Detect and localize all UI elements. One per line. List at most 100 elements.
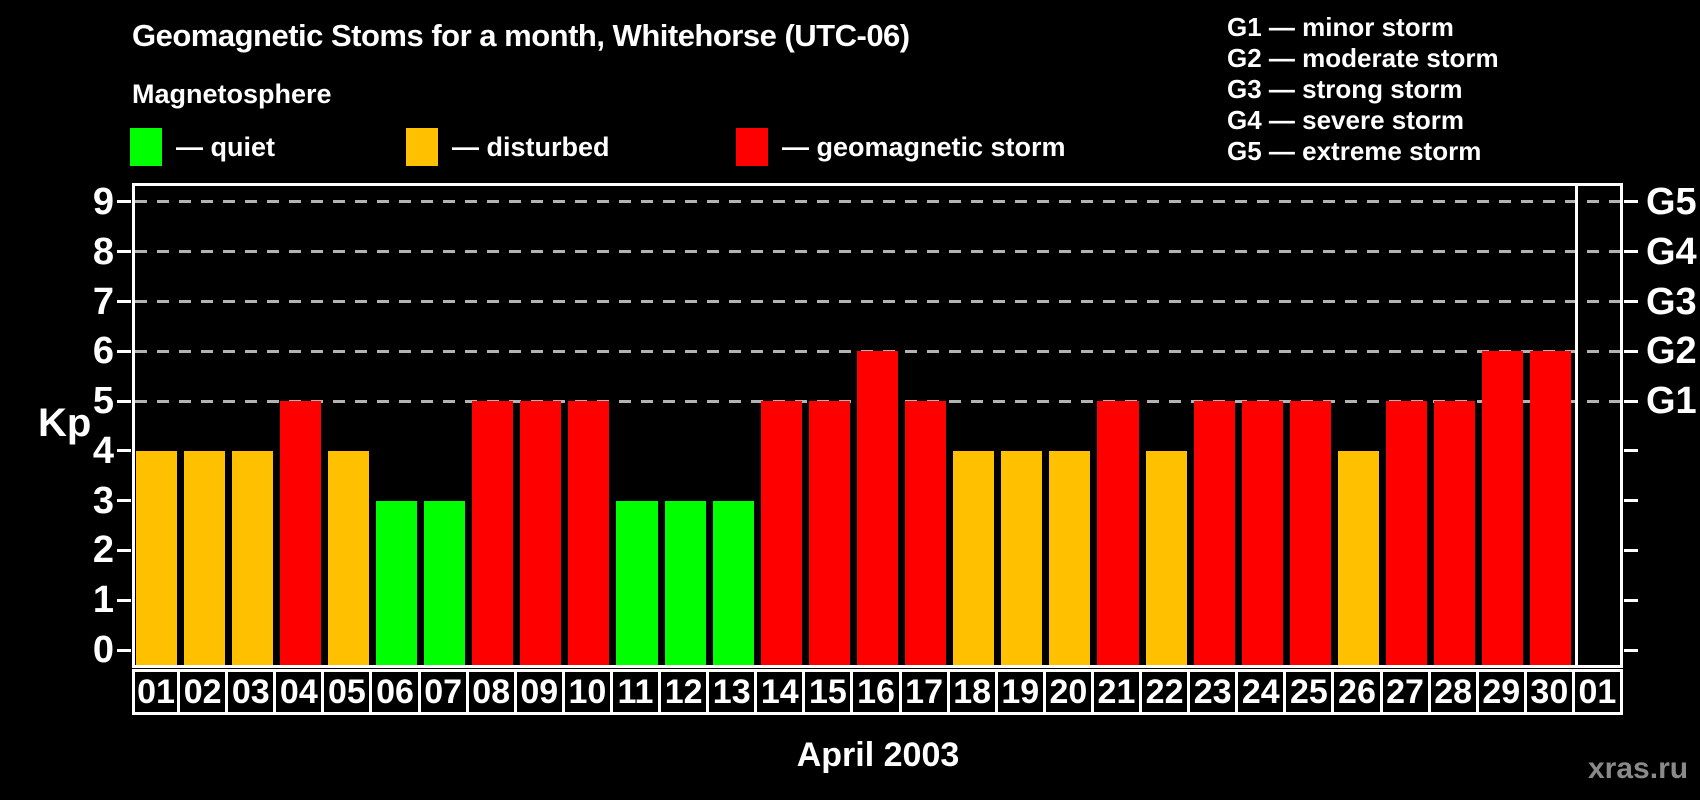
bar-day-24 xyxy=(1241,401,1283,665)
bar-day-07 xyxy=(424,500,466,665)
day-box-08: 08 xyxy=(465,669,517,715)
y-tick-label-0: 0 xyxy=(92,629,114,671)
y-tick-label-7: 7 xyxy=(92,280,114,323)
day-box-28: 28 xyxy=(1427,669,1479,715)
storm-swatch xyxy=(736,128,768,166)
day-box-30: 30 xyxy=(1523,669,1575,715)
quiet-swatch xyxy=(130,128,162,166)
y-tick-5 xyxy=(117,399,131,403)
disturbed-swatch xyxy=(406,128,438,166)
bar-day-17 xyxy=(905,401,947,665)
g-label-G5: G5 xyxy=(1646,180,1697,223)
y-tick-7 xyxy=(117,300,131,304)
day-box-09: 09 xyxy=(513,669,565,715)
bar-day-30 xyxy=(1530,351,1572,665)
day-box-02: 02 xyxy=(177,669,229,715)
day-box-07: 07 xyxy=(417,669,469,715)
y-tick-label-5: 5 xyxy=(92,380,114,423)
g-label-G3: G3 xyxy=(1646,280,1697,323)
bar-day-27 xyxy=(1386,401,1428,665)
g-tick-3 xyxy=(1624,499,1638,503)
g-tick-7 xyxy=(1624,300,1638,304)
y-tick-0 xyxy=(117,648,131,652)
day-box-04: 04 xyxy=(273,669,325,715)
bar-day-20 xyxy=(1049,450,1091,665)
day-box-17: 17 xyxy=(898,669,950,715)
bar-day-18 xyxy=(953,450,995,665)
bar-day-03 xyxy=(231,450,273,665)
day-box-21: 21 xyxy=(1090,669,1143,715)
legend-label-storm: — geomagnetic storm xyxy=(782,131,1066,162)
bar-day-25 xyxy=(1289,401,1331,665)
day-box-15: 15 xyxy=(802,669,854,715)
day-box-01: 01 xyxy=(132,669,181,715)
bar-day-16 xyxy=(856,351,899,665)
day-box-16: 16 xyxy=(850,669,902,715)
chart-title: Geomagnetic Stoms for a month, Whitehors… xyxy=(132,18,910,53)
bar-day-22 xyxy=(1145,450,1187,665)
day-box-03: 03 xyxy=(225,669,277,715)
gscale-legend: G1 — minor storm G2 — moderate storm G3 — … xyxy=(1227,12,1499,167)
bar-day-15 xyxy=(808,401,850,665)
gridline-kp8 xyxy=(135,250,1620,254)
magnetosphere-legend: — quiet — disturbed — geomagnetic storm xyxy=(130,126,1124,168)
day-box-19: 19 xyxy=(994,669,1046,715)
y-tick-4 xyxy=(117,449,131,453)
g-tick-6 xyxy=(1624,349,1638,353)
bar-day-09 xyxy=(520,401,562,665)
bar-day-12 xyxy=(664,500,706,665)
gridline-kp9 xyxy=(135,200,1620,204)
gscale-legend-line-5: G5 — extreme storm xyxy=(1227,136,1482,166)
y-tick-label-3: 3 xyxy=(92,479,114,522)
bar-day-29 xyxy=(1482,351,1524,665)
bar-day-05 xyxy=(327,450,369,665)
day-box-06: 06 xyxy=(369,669,421,715)
x-axis-title: April 2003 xyxy=(796,736,960,774)
bar-day-02 xyxy=(183,450,225,665)
day-box-05: 05 xyxy=(321,669,373,715)
g-label-G2: G2 xyxy=(1646,330,1697,373)
bar-day-28 xyxy=(1434,401,1476,665)
day-box-18: 18 xyxy=(946,669,998,715)
y-tick-3 xyxy=(117,499,131,503)
y-tick-8 xyxy=(117,250,131,254)
y-tick-label-4: 4 xyxy=(92,429,114,472)
bar-day-08 xyxy=(472,401,514,665)
day-box-13: 13 xyxy=(706,669,758,715)
day-box-12: 12 xyxy=(658,669,710,715)
bar-day-19 xyxy=(1001,450,1043,665)
bar-day-14 xyxy=(760,401,802,665)
plot-area xyxy=(132,183,1623,668)
month-separator xyxy=(1574,186,1578,665)
g-tick-5 xyxy=(1624,399,1638,403)
y-tick-label-2: 2 xyxy=(92,529,114,572)
day-box-14: 14 xyxy=(754,669,806,715)
gscale-legend-line-3: G3 — strong storm xyxy=(1227,74,1463,104)
gridline-kp7 xyxy=(135,300,1620,304)
legend-heading: Magnetosphere xyxy=(132,79,332,109)
watermark: xras.ru xyxy=(1588,752,1689,785)
day-box-25: 25 xyxy=(1283,669,1335,715)
g-label-G4: G4 xyxy=(1646,230,1697,273)
y-tick-label-1: 1 xyxy=(92,579,114,622)
day-box-22: 22 xyxy=(1139,669,1191,715)
legend-item-disturbed: — disturbed xyxy=(406,128,678,166)
y-tick-6 xyxy=(117,349,131,353)
bar-day-21 xyxy=(1097,401,1139,665)
g-label-G1: G1 xyxy=(1646,380,1697,423)
day-box-11: 11 xyxy=(609,669,662,715)
gscale-legend-line-2: G2 — moderate storm xyxy=(1227,43,1499,73)
bar-day-13 xyxy=(712,500,754,665)
y-tick-label-6: 6 xyxy=(92,330,114,373)
y-tick-1 xyxy=(117,598,131,602)
bar-day-04 xyxy=(279,401,321,665)
g-tick-4 xyxy=(1624,449,1638,453)
legend-label-disturbed: — disturbed xyxy=(452,131,610,162)
day-box-26: 26 xyxy=(1331,669,1383,715)
bar-day-11 xyxy=(616,500,658,665)
y-tick-9 xyxy=(117,200,131,204)
day-box-23: 23 xyxy=(1187,669,1239,715)
day-box-24: 24 xyxy=(1235,669,1287,715)
gscale-legend-line-1: G1 — minor storm xyxy=(1227,12,1454,42)
